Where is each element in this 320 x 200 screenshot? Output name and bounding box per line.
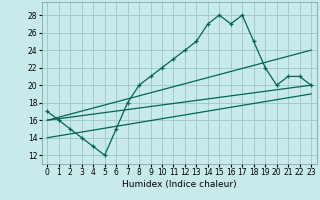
X-axis label: Humidex (Indice chaleur): Humidex (Indice chaleur) (122, 180, 236, 189)
